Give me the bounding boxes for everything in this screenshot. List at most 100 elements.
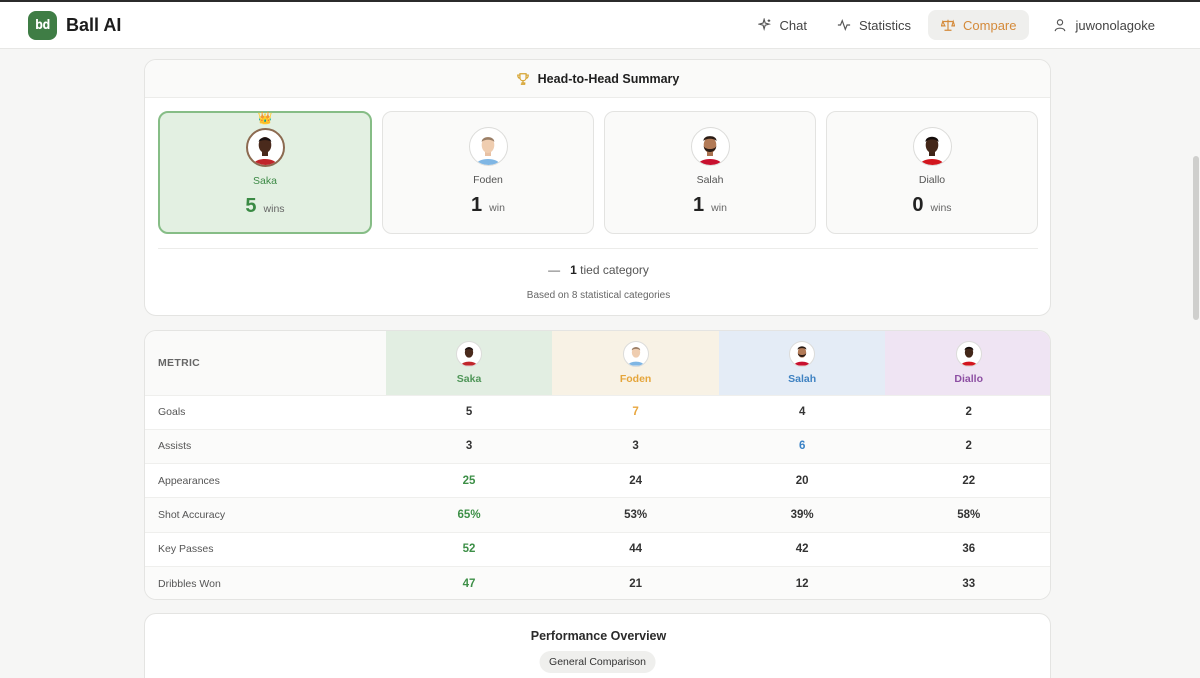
column-header-foden[interactable]: Foden <box>552 331 719 395</box>
wins-label: wins <box>263 203 285 215</box>
metric-label: Assists <box>158 440 192 453</box>
table-row: Shot Accuracy 65% 53% 39% 58% <box>145 497 1050 533</box>
main-nav: Chat Statistics Compare juwonolagoke <box>741 10 1200 40</box>
metric-value: 33 <box>962 577 976 590</box>
metric-value: 2 <box>965 440 972 453</box>
nav-compare-label: Compare <box>963 17 1017 33</box>
nav-statistics[interactable]: Statistics <box>824 10 924 40</box>
username: juwonolagoke <box>1075 17 1155 33</box>
metric-value: 44 <box>629 543 642 556</box>
categories-basis: Based on 8 statistical categories <box>526 290 671 301</box>
tied-dash: — <box>548 263 561 277</box>
metric-value: 36 <box>962 543 976 556</box>
scrollbar-thumb[interactable] <box>1193 156 1199 320</box>
player-name: Diallo <box>918 174 946 186</box>
metric-value: 4 <box>798 406 806 419</box>
wins-number: 0 <box>912 194 924 216</box>
summary-header: Head-to-Head Summary <box>145 60 1050 98</box>
metric-value: 42 <box>795 543 809 556</box>
column-player-name: Salah <box>788 372 817 385</box>
metric-value: 20 <box>795 474 809 487</box>
scale-icon <box>941 19 956 31</box>
app-title[interactable]: Ball AI <box>66 15 122 35</box>
player-card-diallo[interactable]: Diallo 0 wins <box>826 111 1038 234</box>
metric-value: 5 <box>465 406 473 419</box>
general-comparison-tab[interactable]: General Comparison <box>539 651 656 673</box>
nav-compare[interactable]: Compare <box>928 10 1030 40</box>
wins-number: 5 <box>245 195 257 217</box>
column-player-name: Diallo <box>954 372 983 385</box>
column-header-saka[interactable]: Saka <box>385 331 553 395</box>
nav-chat-label: Chat <box>779 17 807 33</box>
avatar <box>912 127 952 166</box>
user-menu[interactable]: juwonolagoke <box>1041 10 1167 40</box>
metric-label: Appearances <box>158 474 220 487</box>
metric-label: Goals <box>158 406 186 419</box>
metric-value: 3 <box>632 440 639 453</box>
avatar <box>456 340 483 367</box>
app-logo[interactable]: bd <box>28 11 57 40</box>
wins-label: wins <box>930 202 952 214</box>
metric-label: Dribbles Won <box>158 577 221 590</box>
player-name: Salah <box>696 174 724 186</box>
nav-chat[interactable]: Chat <box>745 10 820 40</box>
user-icon <box>1055 19 1066 32</box>
metric-comparison-table: METRIC Saka Foden <box>144 330 1051 600</box>
summary-divider <box>158 248 1038 249</box>
avatar <box>955 340 982 367</box>
table-row: Dribbles Won 47 21 12 33 <box>145 566 1050 599</box>
trophy-icon <box>516 72 529 85</box>
avatar <box>468 127 508 166</box>
metric-value: 3 <box>465 440 473 453</box>
column-player-name: Saka <box>456 372 482 385</box>
metric-value: 58% <box>957 509 981 522</box>
player-card-foden[interactable]: Foden 1 win <box>382 111 594 234</box>
table-header-row: METRIC Saka Foden <box>145 331 1050 395</box>
head-to-head-summary-card: Head-to-Head Summary 👑 Saka 5 wins <box>144 59 1051 316</box>
metric-value: 52 <box>462 543 476 556</box>
metric-label: Key Passes <box>158 543 214 556</box>
page-scrollbar[interactable] <box>1190 49 1200 678</box>
metric-value: 39% <box>790 509 814 522</box>
metric-value: 6 <box>798 440 806 453</box>
metric-value: 65% <box>457 509 481 522</box>
wins-count: 1 win <box>693 194 727 217</box>
player-wins-row: 👑 Saka 5 wins <box>158 111 1038 235</box>
avatar <box>690 127 730 166</box>
wins-number: 1 <box>471 194 483 216</box>
metric-value: 22 <box>962 474 976 487</box>
metric-value: 12 <box>795 577 809 590</box>
performance-overview-card: Performance Overview General Comparison <box>144 613 1051 678</box>
metric-value: 7 <box>632 406 639 419</box>
avatar <box>622 340 649 367</box>
wins-label: win <box>711 202 727 214</box>
nav-statistics-label: Statistics <box>859 17 912 33</box>
metric-value: 24 <box>629 474 642 487</box>
tied-label: tied category <box>580 263 649 277</box>
metric-header: METRIC <box>145 331 386 395</box>
crown-icon: 👑 <box>257 111 273 125</box>
column-header-diallo[interactable]: Diallo <box>885 331 1050 395</box>
metric-value: 25 <box>462 474 476 487</box>
column-header-salah[interactable]: Salah <box>718 331 886 395</box>
metric-value: 21 <box>629 577 642 590</box>
wins-number: 1 <box>693 194 705 216</box>
table-row: Appearances 25 24 20 22 <box>145 463 1050 498</box>
top-header: bd Ball AI Chat Statistics Compare <box>0 2 1200 49</box>
player-name: Saka <box>253 175 277 187</box>
activity-icon <box>837 19 851 31</box>
player-name: Foden <box>473 174 503 186</box>
player-card-saka[interactable]: 👑 Saka 5 wins <box>158 111 372 234</box>
wins-count: 0 wins <box>912 194 951 217</box>
avatar <box>789 340 816 367</box>
performance-title: Performance Overview <box>530 629 667 643</box>
metric-value: 47 <box>462 577 476 590</box>
tied-count: 1 <box>570 263 577 277</box>
comparison-table: METRIC Saka Foden <box>145 331 1050 599</box>
tied-category: — 1 tied category <box>145 263 1050 277</box>
table-row: Key Passes 52 44 42 36 <box>145 532 1050 566</box>
wins-count: 1 win <box>471 194 505 217</box>
avatar <box>245 128 285 167</box>
player-card-salah[interactable]: Salah 1 win <box>604 111 816 234</box>
metric-label: Shot Accuracy <box>158 509 226 522</box>
